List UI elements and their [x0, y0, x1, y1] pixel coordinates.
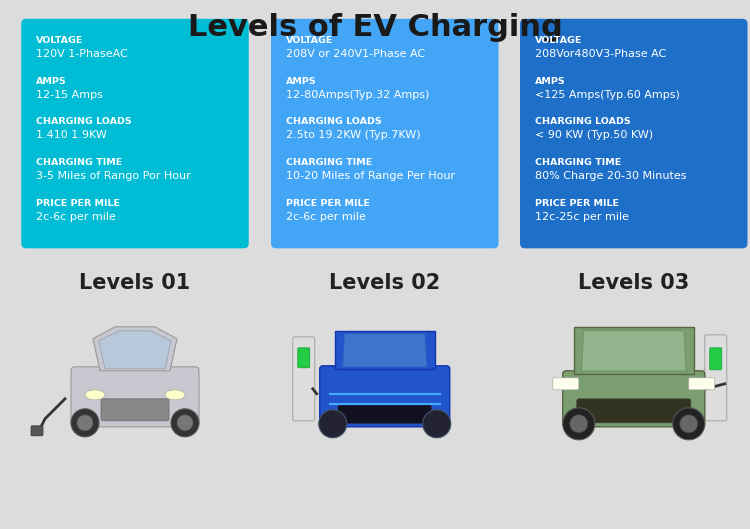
- Polygon shape: [93, 327, 177, 371]
- FancyBboxPatch shape: [562, 371, 705, 427]
- FancyBboxPatch shape: [271, 19, 499, 248]
- Polygon shape: [343, 334, 427, 367]
- Text: CHARGING LOADS: CHARGING LOADS: [535, 117, 631, 126]
- Circle shape: [570, 415, 588, 433]
- FancyBboxPatch shape: [553, 378, 579, 390]
- Text: Levels 03: Levels 03: [578, 273, 689, 293]
- Circle shape: [319, 410, 346, 438]
- Text: 3-5 Miles of Rango Por Hour: 3-5 Miles of Rango Por Hour: [36, 171, 191, 181]
- Ellipse shape: [165, 390, 185, 400]
- FancyBboxPatch shape: [710, 348, 722, 370]
- Circle shape: [673, 408, 705, 440]
- Text: 1.410 1.9KW: 1.410 1.9KW: [36, 130, 107, 140]
- FancyBboxPatch shape: [298, 348, 310, 368]
- FancyBboxPatch shape: [71, 367, 199, 427]
- Text: CHARGING TIME: CHARGING TIME: [286, 158, 372, 167]
- FancyBboxPatch shape: [31, 426, 43, 436]
- Text: PRICE PER MILE: PRICE PER MILE: [535, 198, 619, 208]
- FancyBboxPatch shape: [705, 335, 727, 421]
- Circle shape: [71, 409, 99, 437]
- Text: 2c-6c per mile: 2c-6c per mile: [36, 212, 116, 222]
- Text: 12c-25c per mile: 12c-25c per mile: [535, 212, 629, 222]
- Circle shape: [680, 415, 698, 433]
- Text: CHARGING TIME: CHARGING TIME: [535, 158, 621, 167]
- Text: VOLTAGE: VOLTAGE: [535, 36, 582, 45]
- Text: 2c-6c per mile: 2c-6c per mile: [286, 212, 366, 222]
- Text: 12-15 Amps: 12-15 Amps: [36, 89, 103, 99]
- FancyBboxPatch shape: [101, 399, 169, 421]
- Text: AMPS: AMPS: [36, 77, 67, 86]
- Text: 208Vor480V3-Phase AC: 208Vor480V3-Phase AC: [535, 49, 666, 59]
- FancyBboxPatch shape: [688, 378, 715, 390]
- Polygon shape: [582, 331, 686, 371]
- Polygon shape: [99, 331, 171, 369]
- Text: PRICE PER MILE: PRICE PER MILE: [36, 198, 120, 208]
- FancyBboxPatch shape: [520, 19, 748, 248]
- Text: < 90 KW (Typ.50 KW): < 90 KW (Typ.50 KW): [535, 130, 653, 140]
- Text: AMPS: AMPS: [535, 77, 566, 86]
- FancyBboxPatch shape: [320, 366, 450, 427]
- Text: <125 Amps(Typ.60 Amps): <125 Amps(Typ.60 Amps): [535, 89, 680, 99]
- Text: CHARGING LOADS: CHARGING LOADS: [286, 117, 382, 126]
- FancyBboxPatch shape: [292, 337, 315, 421]
- Text: 2.5to 19.2KW (Typ.7KW): 2.5to 19.2KW (Typ.7KW): [286, 130, 421, 140]
- Circle shape: [171, 409, 199, 437]
- Polygon shape: [574, 327, 694, 374]
- Text: CHARGING LOADS: CHARGING LOADS: [36, 117, 132, 126]
- Text: AMPS: AMPS: [286, 77, 316, 86]
- Text: CHARGING TIME: CHARGING TIME: [36, 158, 122, 167]
- Text: Levels 01: Levels 01: [80, 273, 190, 293]
- Text: Levels of EV Charging: Levels of EV Charging: [188, 14, 562, 42]
- Text: Levels 02: Levels 02: [329, 273, 440, 293]
- Text: VOLTAGE: VOLTAGE: [36, 36, 84, 45]
- Circle shape: [562, 408, 595, 440]
- FancyBboxPatch shape: [338, 405, 432, 424]
- Text: 120V 1-PhaseAC: 120V 1-PhaseAC: [36, 49, 128, 59]
- Text: PRICE PER MILE: PRICE PER MILE: [286, 198, 370, 208]
- Text: 10-20 Miles of Range Per Hour: 10-20 Miles of Range Per Hour: [286, 171, 455, 181]
- Text: VOLTAGE: VOLTAGE: [286, 36, 333, 45]
- FancyBboxPatch shape: [21, 19, 249, 248]
- FancyBboxPatch shape: [577, 399, 691, 423]
- Text: 80% Charge 20-30 Minutes: 80% Charge 20-30 Minutes: [535, 171, 686, 181]
- Text: 12-80Amps(Typ.32 Amps): 12-80Amps(Typ.32 Amps): [286, 89, 429, 99]
- Circle shape: [177, 415, 193, 431]
- Ellipse shape: [85, 390, 105, 400]
- Text: 208V or 240V1-Phase AC: 208V or 240V1-Phase AC: [286, 49, 425, 59]
- Polygon shape: [334, 331, 435, 369]
- Circle shape: [423, 410, 451, 438]
- Circle shape: [77, 415, 93, 431]
